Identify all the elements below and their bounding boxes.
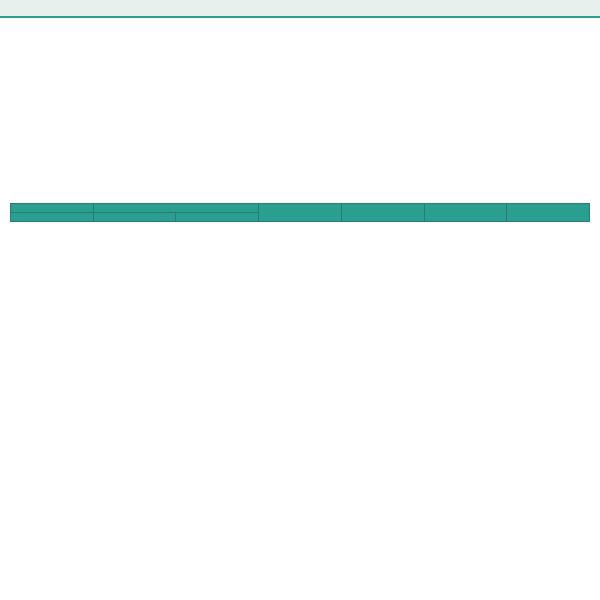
th-power: [93, 204, 258, 213]
th-head: [341, 204, 424, 222]
th-range: [424, 204, 507, 222]
performance-chart: [0, 18, 600, 203]
th-phase: [11, 213, 94, 222]
th-flow: [259, 204, 342, 222]
th-suction: [507, 204, 590, 222]
th-kw: [93, 213, 176, 222]
table-head: [11, 204, 590, 222]
title-bar: [0, 0, 600, 18]
spec-table-wrap: [0, 203, 600, 232]
spec-table: [10, 203, 590, 222]
chart-svg: [10, 38, 310, 188]
th-model: [11, 204, 94, 213]
th-hp: [176, 213, 259, 222]
